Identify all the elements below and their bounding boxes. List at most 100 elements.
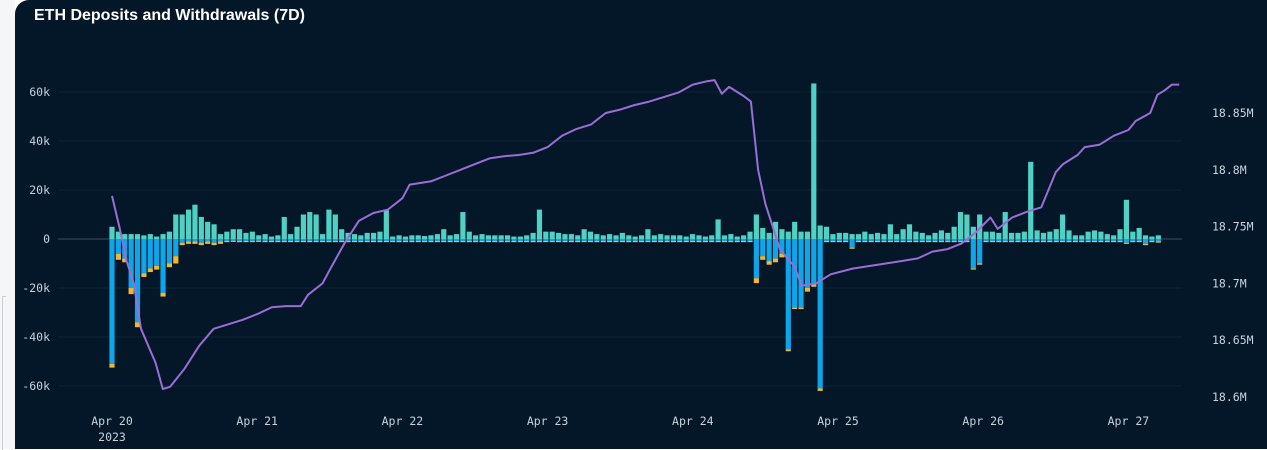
withdrawal-bar-tip [989,240,996,243]
withdrawal-bar-tip [702,240,708,243]
y-axis-right: 18.85M 18.8M 18.75M 18.7M 18.65M 18.6M [1212,106,1254,404]
withdrawal-bar [811,239,817,284]
withdrawal-bar-tip [479,240,485,243]
withdrawal-bar-tip [741,240,747,243]
deposit-bar [875,232,881,239]
withdrawal-bar [887,239,893,241]
withdrawal-bar [600,239,606,241]
x-tick-label: Apr 26 [962,414,1004,428]
withdrawal-bar-tip [517,240,523,243]
withdrawal-bar [453,239,460,241]
withdrawal-bar-tip [594,240,600,243]
deposit-bar [485,235,492,239]
withdrawal-bar-tip [504,240,511,243]
withdrawal-bar [581,239,587,241]
withdrawal-bar [390,239,396,241]
withdrawal-bar-tip [1028,240,1034,243]
withdrawal-bar-tip [1072,240,1078,243]
deposit-bar [881,234,887,239]
withdrawal-bar [556,239,562,241]
withdrawal-bar-tip [230,240,236,242]
withdrawal-bar [307,239,313,241]
withdrawal-bar [804,239,811,288]
y-right-tick-label: 18.65M [1212,333,1254,347]
deposit-bar [402,236,409,239]
withdrawal-bar-tip [677,240,683,243]
withdrawal-bar-tip [351,240,358,243]
withdrawal-bar [562,239,568,241]
withdrawal-bar-tip [734,240,740,243]
deposit-bar [205,221,211,239]
deposit-bar [1091,230,1098,239]
deposit-bar [396,235,402,239]
withdrawal-bar [1111,239,1117,241]
withdrawal-bar [1130,239,1136,241]
withdrawal-bar-tip [645,240,651,243]
withdrawal-bar [798,239,804,308]
deposit-bar [447,235,453,239]
withdrawal-bar [524,239,530,241]
deposit-bar [862,231,868,239]
withdrawal-bar-tip [977,263,983,265]
withdrawal-bar [536,239,543,241]
deposit-bar [1085,231,1091,239]
withdrawal-bar-tip [766,261,772,265]
deposit-bar [1008,232,1015,239]
withdrawal-bar [658,239,664,241]
bars [109,83,1161,391]
withdrawal-bar-tip [919,240,925,243]
withdrawal-bar-tip [1130,240,1136,243]
withdrawal-bar [543,239,549,241]
withdrawal-bar-tip [862,240,868,243]
deposit-bar [1066,230,1072,239]
withdrawal-bar [326,239,332,241]
withdrawal-bar-tip [926,240,932,243]
withdrawal-bar-tip [1085,240,1091,243]
deposit-bar [741,235,747,239]
deposit-bar [154,236,160,239]
withdrawal-bar-tip [237,240,243,243]
withdrawal-bar [906,239,913,241]
withdrawal-bar [473,239,479,241]
withdrawal-bar [154,239,160,266]
deposit-bar [147,234,153,239]
deposit-bar [504,235,511,239]
deposit-bar [843,232,849,239]
withdrawal-bar [434,239,440,241]
withdrawal-bar [441,239,447,241]
deposit-bar [441,229,447,239]
withdrawal-bar [351,239,358,241]
deposit-bar [390,236,396,239]
withdrawal-bar-tip [951,240,957,243]
deposit-bar [600,235,606,239]
deposit-bar [1002,212,1008,239]
withdrawal-bar-tip [875,240,881,243]
deposit-bar [237,229,243,239]
withdrawal-bar-tip [211,242,217,246]
deposit-bar [332,214,338,239]
withdrawal-bar [664,239,670,241]
deposit-bar [792,221,798,239]
withdrawal-bar-tip [122,258,128,263]
deposit-bar [364,232,370,239]
withdrawal-bar-tip [1123,242,1130,244]
withdrawal-bar [913,239,919,241]
withdrawal-bar-tip [881,240,887,243]
withdrawal-bar-tip [1015,240,1021,243]
withdrawal-bar [230,239,236,241]
withdrawal-bar [422,239,428,241]
withdrawal-bar [1085,239,1091,241]
withdrawal-bar-tip [473,240,479,243]
deposit-bar [268,236,275,239]
withdrawal-bar [1040,239,1047,241]
x-tick-label: Apr 21 [236,414,278,428]
deposit-bar [817,225,823,239]
withdrawal-bar-tip [166,263,173,268]
withdrawal-bar [396,239,402,241]
withdrawal-bar-tip [485,240,492,243]
deposit-bar [1015,232,1021,239]
deposit-bar [785,231,791,239]
withdrawal-bar-tip [466,240,472,243]
withdrawal-bar [428,239,434,241]
withdrawal-bar-tip [109,363,115,368]
